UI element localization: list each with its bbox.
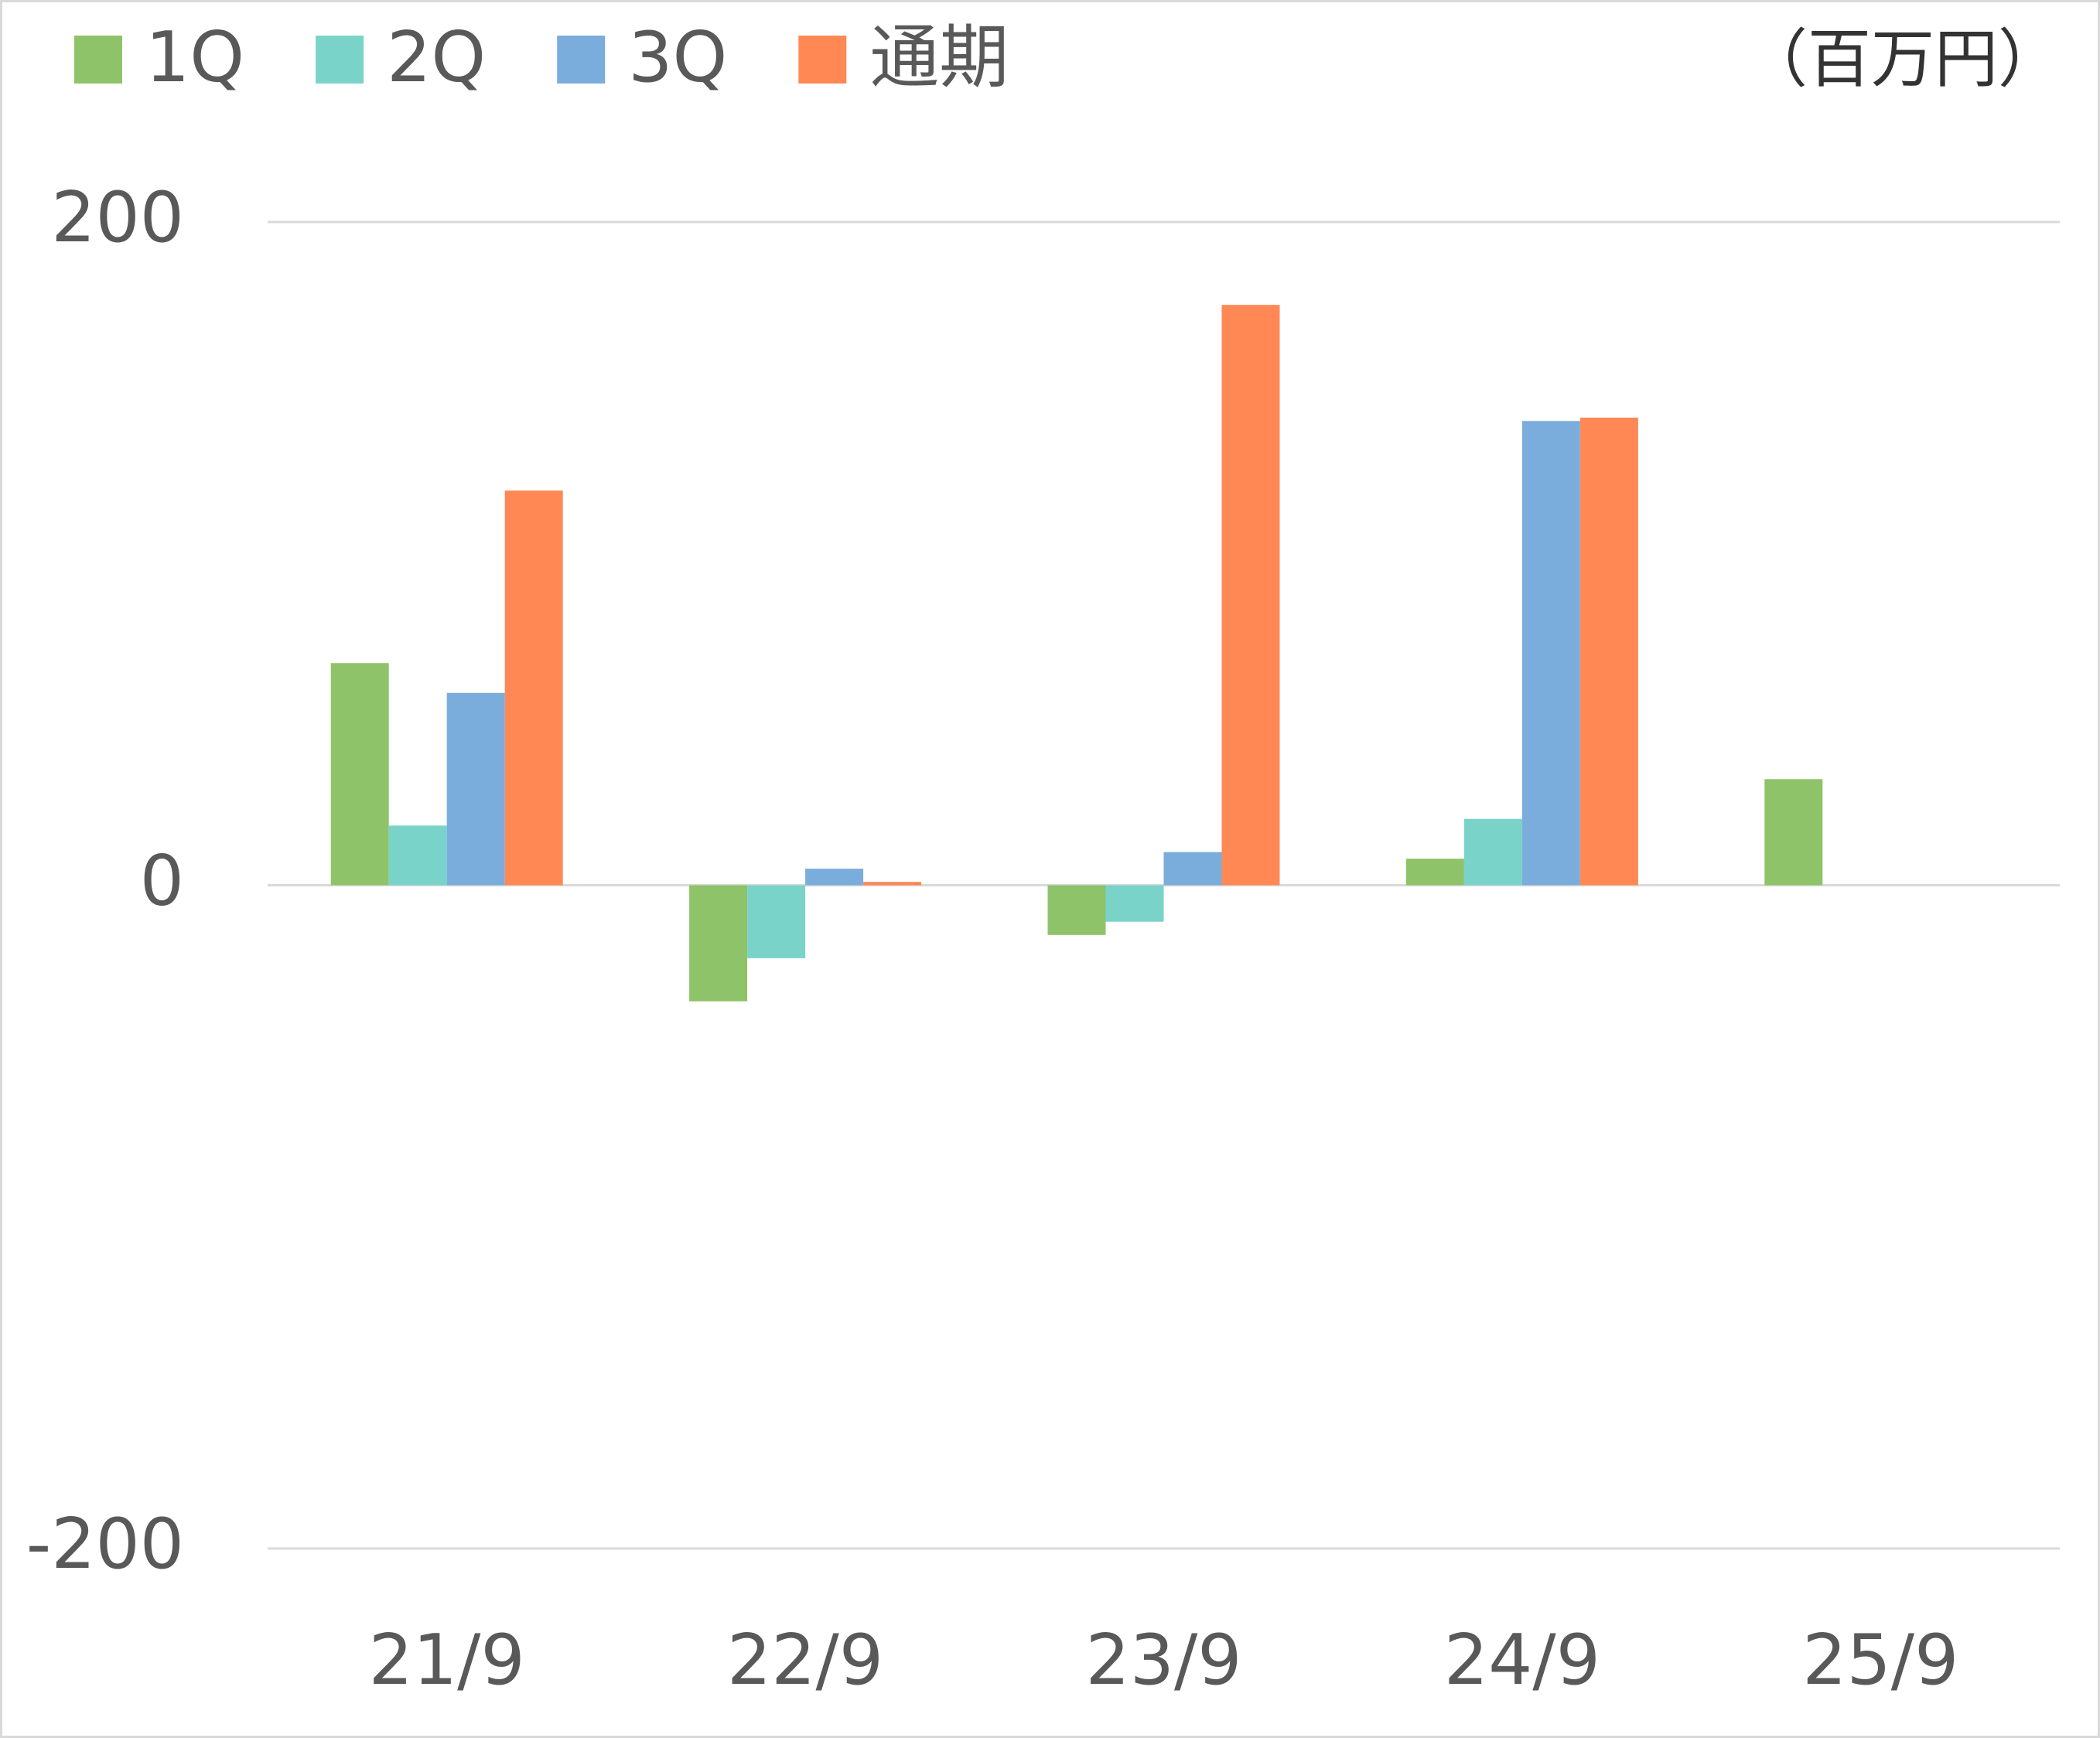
legend-label: 2Q <box>387 17 486 98</box>
legend-swatch <box>798 36 847 84</box>
bar <box>504 490 563 886</box>
bar <box>1521 421 1580 886</box>
bar <box>863 882 922 886</box>
legend-swatch <box>74 36 122 84</box>
bar <box>805 869 864 886</box>
unit-label: （百万円） <box>1744 22 2061 96</box>
legend-label: 通期 <box>869 17 1009 98</box>
x-tick-label: 22/9 <box>727 1620 883 1701</box>
y-tick-label: 0 <box>140 840 184 921</box>
bar <box>1579 417 1638 886</box>
x-tick-label: 23/9 <box>1085 1620 1241 1701</box>
bar <box>446 692 505 886</box>
bar <box>1047 885 1106 935</box>
bar <box>388 825 447 886</box>
bar <box>689 885 748 1002</box>
legend-label: 3Q <box>628 17 727 98</box>
bar <box>1105 885 1164 922</box>
bar <box>1221 305 1280 886</box>
x-tick-label: 25/9 <box>1802 1620 1958 1701</box>
bar <box>747 885 806 958</box>
x-tick-label: 21/9 <box>369 1620 525 1701</box>
bar <box>1163 852 1222 886</box>
legend-label: 1Q <box>145 17 244 98</box>
legend-swatch <box>316 36 364 84</box>
legend-swatch <box>557 36 606 84</box>
bar <box>330 663 389 886</box>
bar <box>1764 779 1823 886</box>
y-tick-label: -200 <box>26 1504 184 1585</box>
x-tick-label: 24/9 <box>1444 1620 1600 1701</box>
y-tick-label: 200 <box>51 177 184 258</box>
bar <box>1463 818 1522 886</box>
bar <box>1405 859 1464 886</box>
